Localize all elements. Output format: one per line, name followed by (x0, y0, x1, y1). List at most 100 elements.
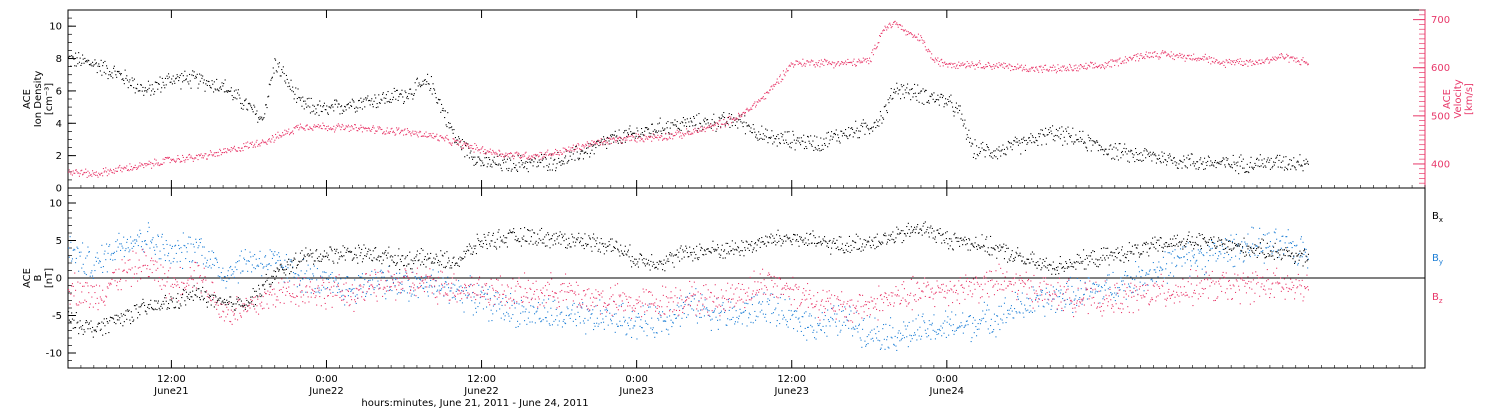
by-point (1298, 253, 1300, 255)
velocity-point (254, 146, 256, 148)
density-point (827, 131, 829, 133)
velocity-point (85, 168, 87, 170)
velocity-point (1132, 57, 1134, 59)
density-point (515, 164, 517, 166)
velocity-point (661, 135, 663, 137)
by-point (933, 314, 935, 316)
velocity-point (248, 146, 250, 148)
velocity-point (1072, 70, 1074, 72)
velocity-point (440, 135, 442, 137)
velocity-point (1055, 69, 1057, 71)
velocity-point (285, 130, 287, 132)
density-point (1033, 141, 1035, 143)
velocity-point (934, 57, 936, 59)
by-point (962, 332, 964, 334)
velocity-point (222, 152, 224, 154)
density-point (127, 87, 129, 89)
by-point (830, 316, 832, 318)
by-point (268, 263, 270, 265)
velocity-point (548, 154, 550, 156)
velocity-point (1227, 62, 1229, 64)
velocity-point (456, 143, 458, 145)
by-point (337, 292, 339, 294)
velocity-point (215, 152, 217, 154)
density-point (72, 56, 74, 58)
by-point (188, 236, 190, 238)
density-point (786, 131, 788, 133)
by-point (1222, 248, 1224, 250)
velocity-point (378, 128, 380, 130)
density-point (1155, 155, 1157, 157)
density-point (524, 162, 526, 164)
velocity-point (872, 49, 874, 51)
velocity-point (1100, 66, 1102, 68)
density-point (868, 129, 870, 131)
velocity-point (1220, 62, 1222, 64)
bz-point (69, 303, 71, 305)
by-point (1220, 253, 1222, 255)
velocity-point (1031, 66, 1033, 68)
velocity-point (1263, 62, 1265, 64)
density-point (748, 124, 750, 126)
velocity-point (658, 139, 660, 141)
legend-entry-by: By (1432, 253, 1443, 266)
velocity-point (726, 121, 728, 123)
density-point (714, 122, 716, 124)
by-point (855, 311, 857, 313)
velocity-point (327, 125, 329, 127)
velocity-point (330, 127, 332, 129)
velocity-point (917, 39, 919, 41)
density-point (406, 97, 408, 99)
by-point (617, 325, 619, 327)
by-point (736, 316, 738, 318)
velocity-point (449, 142, 451, 144)
by-point (1031, 311, 1033, 313)
velocity-point (963, 64, 965, 66)
by-point (194, 251, 196, 253)
velocity-point (810, 59, 812, 61)
by-point (182, 232, 184, 234)
by-point (185, 247, 187, 249)
velocity-point (747, 109, 749, 111)
density-point (240, 102, 242, 104)
density-point (841, 130, 843, 132)
velocity-point (549, 153, 551, 155)
velocity-point (411, 132, 413, 134)
density-point (794, 149, 796, 151)
density-point (157, 83, 159, 85)
by-point (644, 320, 646, 322)
density-point (640, 133, 642, 135)
density-point (584, 151, 586, 153)
by-point (969, 315, 971, 317)
velocity-point (210, 151, 212, 153)
by-point (147, 231, 149, 233)
by-point (164, 260, 166, 262)
velocity-point (820, 59, 822, 61)
by-point (1151, 278, 1153, 280)
velocity-point (150, 161, 152, 163)
velocity-point (278, 137, 280, 139)
velocity-point (997, 66, 999, 68)
by-point (1110, 292, 1112, 294)
by-point (741, 312, 743, 314)
velocity-point (258, 143, 260, 145)
by-point (799, 321, 801, 323)
by-point (410, 295, 412, 297)
by-point (1295, 245, 1297, 247)
density-point (664, 128, 666, 130)
density-point (867, 127, 869, 129)
velocity-point (1062, 66, 1064, 68)
by-point (1290, 242, 1292, 244)
velocity-point (926, 49, 928, 51)
by-point (496, 298, 498, 300)
density-point (805, 146, 807, 148)
velocity-point (1076, 67, 1078, 69)
velocity-point (276, 136, 278, 138)
velocity-point (328, 128, 330, 130)
velocity-point (959, 65, 961, 67)
density-point (1184, 165, 1186, 167)
velocity-point (427, 136, 429, 138)
velocity-point (463, 143, 465, 145)
velocity-point (475, 144, 477, 146)
velocity-point (845, 64, 847, 66)
